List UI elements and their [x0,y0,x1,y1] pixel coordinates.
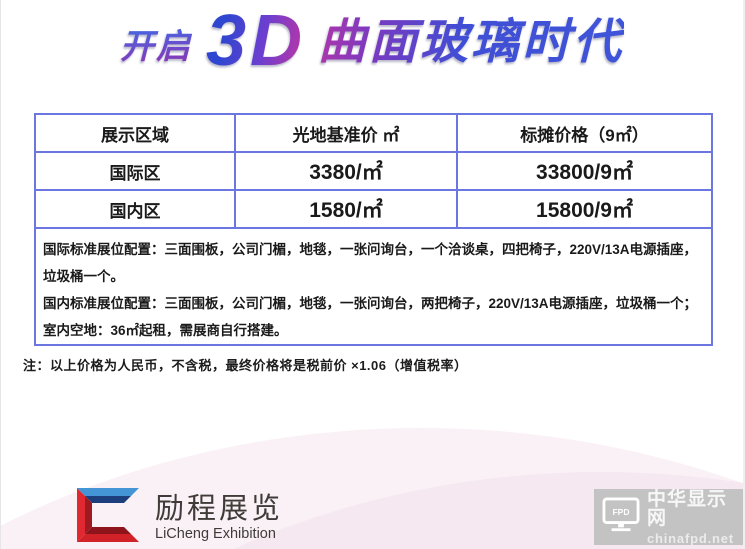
fpd-monitor-icon: FPD [602,496,640,538]
col-header-booth-price: 标摊价格（9㎡） [456,113,713,153]
title-prefix: 开启 [120,19,192,68]
title-3d: 3D [205,1,307,81]
booth-notes-cell: 国际标准展位配置：三面围板，公司门楣，地毯，一张问询台，一个洽谈桌，四把椅子，2… [34,227,713,346]
booth-price-value: 15800/9㎡ [456,189,713,229]
title-suffix: 曲面玻璃时代 [318,2,624,72]
watermark-text: 中华显示网 chinafpd.net [647,490,743,545]
tax-footnote: 注：以上价格为人民币，不含税，最终价格将是税前价 ×1.06（增值税率） [23,358,468,373]
base-price-value: 3380/㎡ [234,151,458,191]
logo-name-cn: 励程展览 [155,493,284,525]
table-notes-row: 国际标准展位配置：三面围板，公司门楣，地毯，一张问询台，一个洽谈桌，四把椅子，2… [34,227,713,346]
base-price-value: 1580/㎡ [234,189,458,229]
watermark-site-url: chinafpd.net [647,530,734,546]
licheng-logo-text: 励程展览 LiCheng Exhibition [155,486,283,549]
col-header-region: 展示区域 [34,113,236,153]
svg-text:FPD: FPD [612,507,629,517]
watermark-site-name: 中华显示网 [647,488,728,529]
table-header-row: 展示区域 光地基准价 ㎡ 标摊价格（9㎡） [34,113,713,153]
table-row-international: 国际区 3380/㎡ 33800/9㎡ [34,151,713,191]
note-raw-space: 室内空地：36㎡起租，需展商自行搭建。 [43,323,288,338]
logo-name-en: LiCheng Exhibition [155,526,276,542]
price-table: 展示区域 光地基准价 ㎡ 标摊价格（9㎡） 国际区 3380/㎡ 33800/9… [34,113,713,346]
region-label: 国内区 [34,189,236,229]
note-domestic-config: 国内标准展位配置：三面围板，公司门楣，地毯，一张问询台，两把椅子，220V/13… [43,296,698,311]
booth-price-value: 33800/9㎡ [456,151,713,191]
table-row-domestic: 国内区 1580/㎡ 15800/9㎡ [34,189,713,229]
note-international-config: 国际标准展位配置：三面围板，公司门楣，地毯，一张问询台，一个洽谈桌，四把椅子，2… [43,242,698,284]
region-label: 国际区 [34,151,236,191]
chinafpd-watermark: FPD 中华显示网 chinafpd.net [594,489,743,545]
page-title: 开启 3D 曲面玻璃时代 [1,0,743,86]
licheng-logo-icon [75,486,141,549]
col-header-base-price: 光地基准价 ㎡ [234,113,458,153]
licheng-logo: 励程展览 LiCheng Exhibition [75,486,283,549]
